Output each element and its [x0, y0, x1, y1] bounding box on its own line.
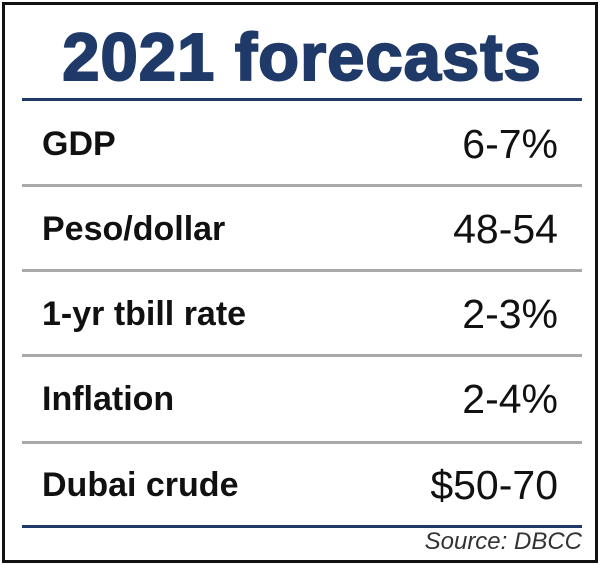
row-label: Inflation	[42, 379, 175, 418]
page-title: 2021 forecasts	[61, 19, 542, 96]
row-divider	[22, 354, 582, 357]
row-value: 48-54	[453, 205, 558, 252]
row-divider	[22, 269, 582, 272]
row-value: $50-70	[430, 461, 558, 508]
table-row: 1-yr tbill rate 2-3%	[22, 272, 582, 356]
table-row: Peso/dollar 48-54	[22, 187, 582, 271]
footer-divider	[22, 525, 582, 528]
row-value: 2-3%	[462, 290, 558, 337]
table-row: Inflation 2-4%	[22, 357, 582, 441]
row-label: Peso/dollar	[42, 209, 226, 248]
row-label: Dubai crude	[42, 465, 239, 504]
row-value: 2-4%	[462, 375, 558, 422]
row-label: GDP	[42, 124, 116, 163]
table-row: GDP 6-7%	[22, 102, 582, 186]
row-divider	[22, 441, 582, 444]
row-divider	[22, 184, 582, 187]
source-note: Source: DBCC	[424, 528, 582, 555]
title-divider	[22, 98, 582, 101]
row-label: 1-yr tbill rate	[42, 294, 247, 333]
table-row: Dubai crude $50-70	[22, 443, 582, 527]
row-value: 6-7%	[462, 120, 558, 167]
